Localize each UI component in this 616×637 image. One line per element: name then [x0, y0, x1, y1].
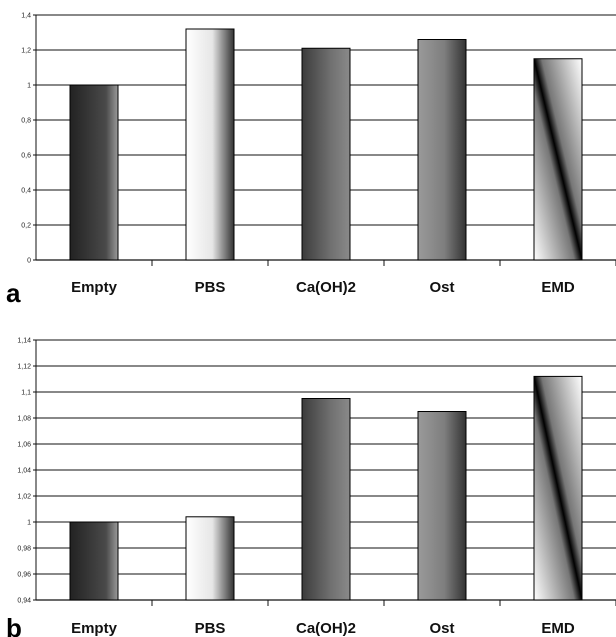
y-tick-label: 1,02 [17, 494, 31, 501]
y-tick-label: 1,4 [21, 13, 31, 20]
x-category-label: Ost [429, 279, 454, 296]
bar-ca-oh-2 [301, 47, 351, 261]
bar-empty [69, 84, 119, 261]
y-tick-label: 1 [27, 520, 31, 527]
bar-ca-oh-2 [301, 398, 351, 601]
y-tick-label: 1,1 [21, 390, 31, 397]
y-tick-label: 0,6 [21, 153, 31, 160]
panel-label: a [6, 278, 21, 308]
x-category-label: Ca(OH)2 [296, 279, 356, 296]
x-category-label: Ca(OH)2 [296, 620, 356, 637]
y-tick-label: 0,94 [17, 598, 31, 605]
y-tick-label: 1,2 [21, 48, 31, 55]
y-tick-label: 1,06 [17, 442, 31, 449]
x-category-label: Ost [429, 620, 454, 637]
x-category-label: PBS [195, 279, 226, 296]
x-category-label: Empty [71, 620, 118, 637]
bar-ost [417, 411, 467, 601]
x-category-label: EMD [541, 620, 575, 637]
y-tick-label: 1,12 [17, 364, 31, 371]
chart-panel-a: 0 0,2 0,4 0,6 0,8 1 1,2 1,4 Empty PBS Ca(OH)2 Ost EM… [6, 13, 616, 308]
y-tick-label: 0,8 [21, 118, 31, 125]
bar-emd [533, 58, 583, 261]
x-category-label: PBS [195, 620, 226, 637]
bar-ost [417, 39, 467, 261]
y-tick-label: 1,14 [17, 338, 31, 345]
bar-pbs [185, 28, 235, 261]
x-category-label: Empty [71, 279, 118, 296]
bar-empty [69, 521, 119, 601]
panel-label: b [6, 613, 22, 637]
y-tick-label: 0,96 [17, 572, 31, 579]
bar-pbs [185, 516, 235, 601]
y-tick-label: 1,08 [17, 416, 31, 423]
y-tick-label: 0 [27, 258, 31, 265]
chart-panel-b: 0,94 0,96 0,98 1 1,02 1,04 1,06 1,08 1,1 1,12 1,14… [6, 338, 616, 637]
y-tick-label: 0,2 [21, 223, 31, 230]
y-tick-label: 1 [27, 83, 31, 90]
bar-emd [533, 375, 583, 601]
y-tick-label: 0,98 [17, 546, 31, 553]
y-tick-label: 0,4 [21, 188, 31, 195]
x-category-label: EMD [541, 279, 575, 296]
y-tick-label: 1,04 [17, 468, 31, 475]
